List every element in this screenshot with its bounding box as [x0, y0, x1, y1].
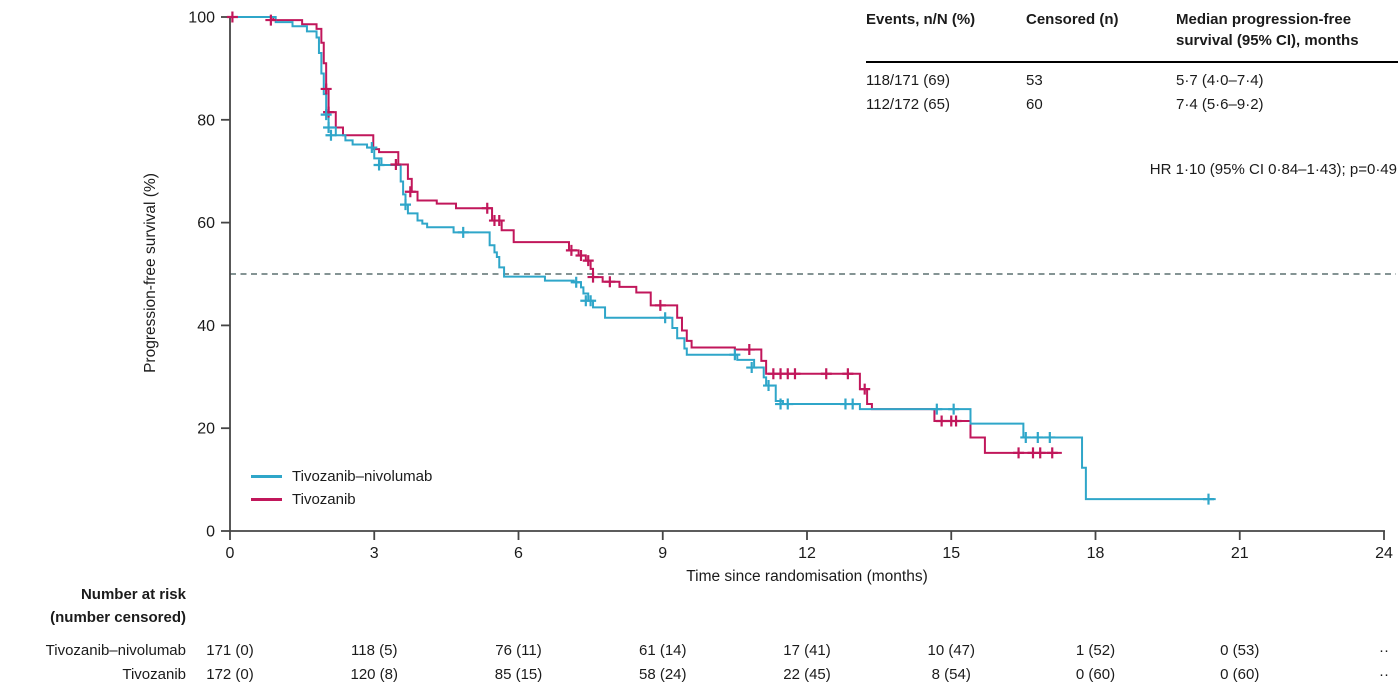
- risk-row-label: Tivozanib: [122, 666, 186, 683]
- x-tick-label: 3: [370, 545, 379, 562]
- risk-cell: 76 (11): [495, 642, 542, 659]
- risk-cell: 0 (60): [1220, 666, 1260, 683]
- y-tick-label: 0: [206, 524, 215, 541]
- risk-cell: 58 (24): [638, 666, 687, 683]
- y-tick-label: 60: [197, 215, 215, 232]
- legend-label: Tivozanib: [292, 491, 356, 508]
- summary-header-censored: Censored (n): [1026, 11, 1119, 28]
- risk-cell: ··: [1379, 642, 1389, 659]
- risk-cell: 1 (52): [1075, 642, 1116, 659]
- risk-cell: 17 (41): [783, 642, 831, 659]
- summary-header-median: Median progression-free survival (95% CI…: [1176, 11, 1359, 49]
- risk-cell: ··: [1379, 666, 1389, 683]
- risk-cell: 85 (15): [494, 666, 543, 683]
- x-tick-label: 9: [658, 545, 667, 562]
- risk-cell: 0 (53): [1220, 642, 1260, 659]
- summary-table-header-row: Events, n/N (%) Censored (n) Median prog…: [866, 9, 1398, 61]
- events-value: 112/172 (65): [866, 95, 950, 113]
- risk-cell: 61 (14): [638, 642, 687, 659]
- summary-table-rule: [866, 61, 1398, 63]
- summary-table: Events, n/N (%) Censored (n) Median prog…: [866, 9, 1398, 116]
- risk-table-title: Number at risk (number censored): [0, 583, 186, 629]
- legend: Tivozanib–nivolumab Tivozanib: [251, 465, 432, 511]
- events-value: 118/171 (69): [866, 72, 950, 89]
- risk-cell: 8 (54): [931, 666, 971, 683]
- x-tick-label: 21: [1231, 545, 1249, 562]
- x-tick-label: 0: [226, 545, 235, 562]
- y-tick-label: 100: [188, 10, 215, 27]
- x-axis-title: Time since randomisation (months): [686, 568, 928, 585]
- risk-cell: 172 (0): [206, 666, 254, 683]
- legend-line-swatch: [251, 475, 282, 478]
- x-tick-label: 6: [514, 545, 523, 562]
- risk-cell: 0 (60): [1075, 666, 1116, 683]
- legend-item-tivozanib-nivolumab: Tivozanib–nivolumab: [251, 465, 432, 488]
- risk-cell: 22 (45): [783, 666, 831, 683]
- risk-cell: 171 (0): [206, 642, 254, 659]
- risk-title-line1: Number at risk: [80, 586, 186, 603]
- legend-line-swatch: [251, 498, 282, 501]
- risk-cell: 10 (47): [927, 642, 976, 659]
- median-value: 5·7 (4·0–7·4): [1176, 72, 1264, 89]
- legend-label: Tivozanib–nivolumab: [292, 468, 433, 485]
- summary-row-tivozanib: 112/172 (65) 60 7·4 (5·6–9·2): [866, 93, 1398, 117]
- censored-value: 60: [1026, 95, 1043, 113]
- y-tick-label: 40: [197, 318, 215, 335]
- x-tick-label: 15: [942, 545, 960, 562]
- censor-marks-tivozanib-nivolumab: [320, 109, 1214, 505]
- x-tick-label: 12: [798, 545, 816, 562]
- y-tick-label: 20: [197, 421, 215, 438]
- summary-row-tivozanib-nivolumab: 118/171 (69) 53 5·7 (4·0–7·4): [866, 69, 1398, 93]
- risk-title-line2: (number censored): [50, 609, 186, 626]
- risk-cell: 118 (5): [351, 642, 398, 659]
- censored-value: 53: [1026, 72, 1043, 89]
- summary-header-events: Events, n/N (%): [866, 11, 976, 28]
- legend-item-tivozanib: Tivozanib: [251, 488, 432, 511]
- censor-marks-tivozanib: [226, 11, 1058, 459]
- hazard-ratio-annotation: HR 1·10 (95% CI 0·84–1·43); p=0·49: [1149, 161, 1397, 178]
- y-tick-label: 80: [197, 112, 215, 129]
- risk-row-label: Tivozanib–nivolumab: [45, 642, 186, 659]
- risk-cell: 120 (8): [350, 666, 399, 683]
- median-value: 7·4 (5·6–9·2): [1176, 95, 1264, 113]
- y-axis-title: Progression-free survival (%): [142, 173, 159, 373]
- x-tick-label: 18: [1087, 545, 1105, 562]
- x-tick-label: 24: [1375, 545, 1393, 562]
